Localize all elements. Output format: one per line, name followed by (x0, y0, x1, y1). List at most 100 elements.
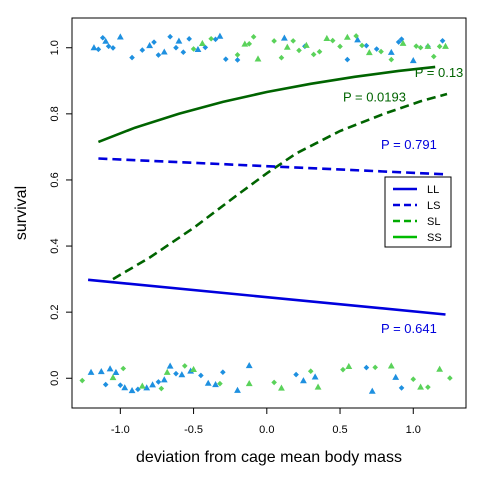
data-point (187, 367, 195, 374)
data-point (387, 362, 395, 369)
data-point (90, 44, 98, 51)
fit-curves (87, 65, 448, 316)
data-point (160, 48, 168, 55)
data-point (166, 362, 174, 369)
data-point (246, 41, 253, 47)
data-point (198, 372, 204, 379)
curve-ll (87, 278, 446, 316)
p-value-label: P = 0.13 (415, 65, 464, 80)
data-point (302, 41, 310, 48)
data-point (146, 42, 154, 49)
data-point (97, 368, 105, 375)
data-point (399, 39, 407, 46)
legend-label-ss: SS (427, 232, 442, 244)
plot-frame (71, 17, 467, 409)
data-point (79, 377, 86, 384)
x-axis-label: deviation from cage mean body mass (136, 449, 402, 466)
data-point (155, 52, 162, 58)
data-point (208, 35, 214, 42)
data-point (87, 368, 95, 375)
legend-label-ls: LS (427, 200, 440, 212)
data-point (116, 33, 124, 40)
data-point (278, 384, 285, 391)
axes: -1.0 -0.5 0.0 0.5 1.0 0.0 0.2 0.4 0.6 0.8 1.0 (49, 40, 421, 436)
data-point (417, 44, 424, 51)
data-points (79, 32, 453, 394)
data-point (190, 46, 197, 52)
data-point (102, 381, 109, 388)
x-tick-label: 0.0 (259, 424, 274, 436)
y-tick-label: 0.0 (49, 371, 61, 386)
data-point (173, 44, 179, 51)
y-tick-label: 1.0 (49, 40, 61, 55)
data-point (296, 47, 302, 54)
data-point (139, 47, 146, 53)
data-point (180, 49, 187, 56)
data-point (387, 48, 395, 55)
data-point (378, 48, 384, 55)
data-point (398, 385, 405, 391)
data-point (271, 38, 277, 44)
x-tick-label: -1.0 (111, 424, 130, 436)
data-point (95, 46, 102, 53)
data-point (307, 368, 314, 375)
data-point (417, 383, 424, 390)
data-point (436, 43, 443, 50)
data-point (353, 33, 359, 39)
data-point (442, 42, 449, 49)
data-point (186, 36, 192, 42)
curve-ls (98, 157, 446, 176)
data-point (395, 39, 402, 45)
data-point (439, 37, 446, 44)
data-point (163, 368, 171, 375)
data-point (129, 54, 135, 61)
data-point (365, 49, 373, 56)
data-point (194, 45, 202, 53)
data-point (290, 38, 296, 44)
data-point (310, 51, 317, 58)
data-point (447, 375, 453, 381)
data-point (155, 379, 162, 385)
data-point (198, 39, 206, 47)
data-point (149, 381, 156, 388)
data-point (158, 385, 165, 392)
data-point (109, 374, 117, 381)
data-point (112, 368, 120, 376)
data-point (151, 39, 157, 45)
p-value-label: P = 0.641 (381, 321, 437, 336)
data-point (373, 46, 380, 52)
data-point (343, 33, 351, 40)
data-point (425, 384, 431, 390)
legend-label-sl: SL (427, 216, 440, 228)
data-point (212, 381, 219, 388)
data-point (234, 57, 241, 63)
data-point (245, 379, 253, 387)
data-point (398, 36, 405, 42)
data-point (280, 34, 288, 41)
data-point (254, 55, 262, 62)
data-point (359, 42, 365, 49)
legend-label-ll: LL (427, 184, 439, 196)
data-point (178, 371, 186, 378)
x-tick-label: -0.5 (184, 424, 203, 436)
data-point (337, 43, 343, 50)
data-point (117, 382, 124, 388)
data-point (212, 36, 219, 43)
data-point (99, 34, 106, 41)
data-point (217, 380, 223, 387)
data-point (250, 34, 257, 40)
data-point (329, 37, 336, 44)
data-point (105, 43, 112, 50)
data-point (175, 37, 183, 44)
data-point (160, 376, 168, 383)
data-point (363, 42, 370, 49)
data-point (278, 54, 285, 61)
y-tick-label: 0.4 (49, 238, 61, 253)
data-point (283, 43, 291, 50)
data-point (120, 365, 127, 372)
data-point (106, 365, 114, 372)
data-point (436, 365, 444, 372)
y-tick-label: 0.8 (49, 106, 61, 121)
data-point (190, 365, 197, 372)
data-point (220, 369, 226, 375)
